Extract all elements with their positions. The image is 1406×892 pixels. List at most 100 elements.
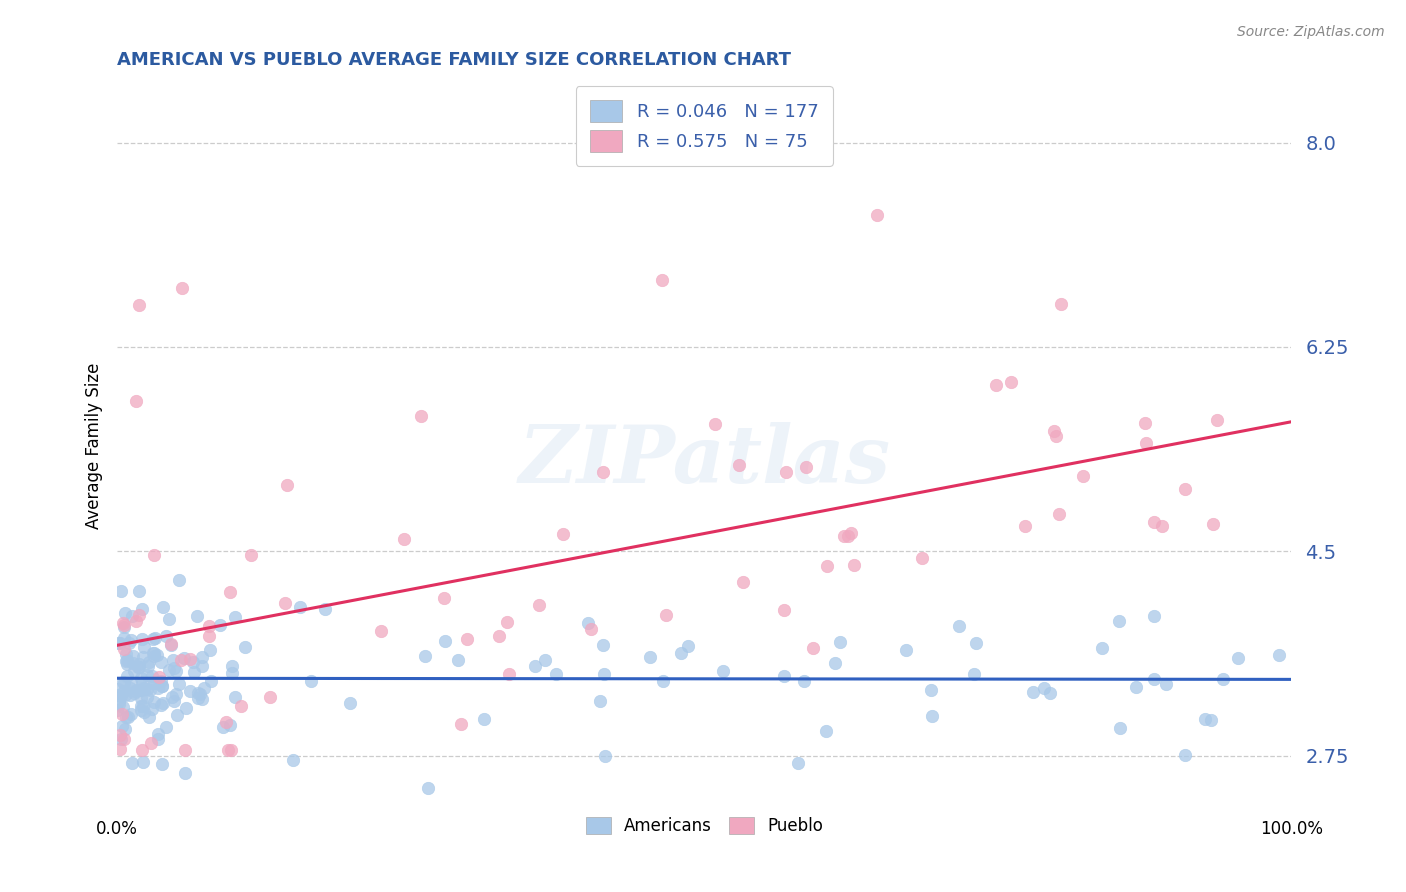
Point	[111, 615, 134, 630]
Point	[108, 742, 131, 756]
Point	[534, 653, 557, 667]
Point	[112, 620, 135, 634]
Point	[589, 693, 612, 707]
Point	[921, 708, 943, 723]
Point	[920, 683, 942, 698]
Point	[839, 525, 862, 540]
Point	[188, 687, 211, 701]
Point	[815, 723, 838, 738]
Text: AMERICAN VS PUEBLO AVERAGE FAMILY SIZE CORRELATION CHART: AMERICAN VS PUEBLO AVERAGE FAMILY SIZE C…	[117, 51, 792, 69]
Point	[965, 636, 987, 650]
Point	[174, 743, 197, 757]
Point	[152, 679, 174, 693]
Point	[141, 702, 163, 716]
Point	[107, 636, 129, 650]
Point	[339, 696, 361, 710]
Point	[290, 600, 312, 615]
Point	[112, 641, 135, 656]
Point	[1133, 416, 1156, 430]
Point	[136, 659, 159, 673]
Point	[1014, 518, 1036, 533]
Point	[108, 728, 131, 742]
Point	[711, 665, 734, 679]
Point	[129, 691, 152, 706]
Point	[828, 635, 851, 649]
Text: ZIPatlas: ZIPatlas	[519, 422, 890, 500]
Point	[1071, 468, 1094, 483]
Point	[143, 676, 166, 690]
Point	[392, 532, 415, 546]
Point	[186, 609, 208, 624]
Point	[132, 649, 155, 664]
Point	[1174, 482, 1197, 496]
Point	[142, 646, 165, 660]
Point	[117, 709, 139, 723]
Point	[224, 690, 246, 704]
Point	[128, 298, 150, 312]
Point	[110, 636, 132, 650]
Point	[314, 601, 336, 615]
Point	[112, 676, 135, 690]
Point	[415, 648, 437, 663]
Point	[124, 614, 146, 628]
Point	[165, 687, 187, 701]
Point	[651, 673, 673, 688]
Point	[794, 459, 817, 474]
Point	[215, 715, 238, 730]
Point	[1267, 648, 1289, 663]
Point	[146, 648, 169, 662]
Point	[131, 632, 153, 647]
Point	[1091, 640, 1114, 655]
Point	[1135, 436, 1157, 450]
Point	[1206, 413, 1229, 427]
Point	[131, 756, 153, 770]
Point	[274, 596, 297, 610]
Point	[173, 651, 195, 665]
Point	[115, 653, 138, 667]
Point	[173, 766, 195, 780]
Point	[181, 655, 204, 669]
Point	[146, 732, 169, 747]
Point	[179, 651, 201, 665]
Point	[229, 699, 252, 714]
Point	[150, 674, 173, 689]
Point	[122, 686, 145, 700]
Point	[179, 684, 201, 698]
Point	[1143, 672, 1166, 686]
Point	[152, 599, 174, 614]
Point	[112, 684, 135, 698]
Point	[183, 665, 205, 680]
Point	[107, 688, 129, 702]
Point	[155, 720, 177, 734]
Point	[1049, 297, 1071, 311]
Point	[135, 668, 157, 682]
Point	[1212, 673, 1234, 687]
Point	[1194, 712, 1216, 726]
Point	[219, 743, 242, 757]
Point	[143, 695, 166, 709]
Point	[162, 653, 184, 667]
Text: Source: ZipAtlas.com: Source: ZipAtlas.com	[1237, 25, 1385, 39]
Point	[411, 409, 433, 424]
Point	[1201, 516, 1223, 531]
Point	[1173, 748, 1195, 763]
Point	[112, 618, 135, 632]
Point	[132, 640, 155, 654]
Point	[149, 655, 172, 669]
Point	[544, 667, 567, 681]
Point	[114, 688, 136, 702]
Point	[160, 637, 183, 651]
Point	[1043, 424, 1066, 438]
Point	[1039, 685, 1062, 699]
Point	[772, 669, 794, 683]
Point	[276, 478, 298, 492]
Point	[370, 624, 392, 638]
Point	[224, 609, 246, 624]
Point	[148, 681, 170, 696]
Point	[115, 654, 138, 668]
Point	[128, 659, 150, 673]
Point	[963, 667, 986, 681]
Point	[132, 705, 155, 719]
Point	[198, 629, 221, 643]
Point	[592, 465, 614, 479]
